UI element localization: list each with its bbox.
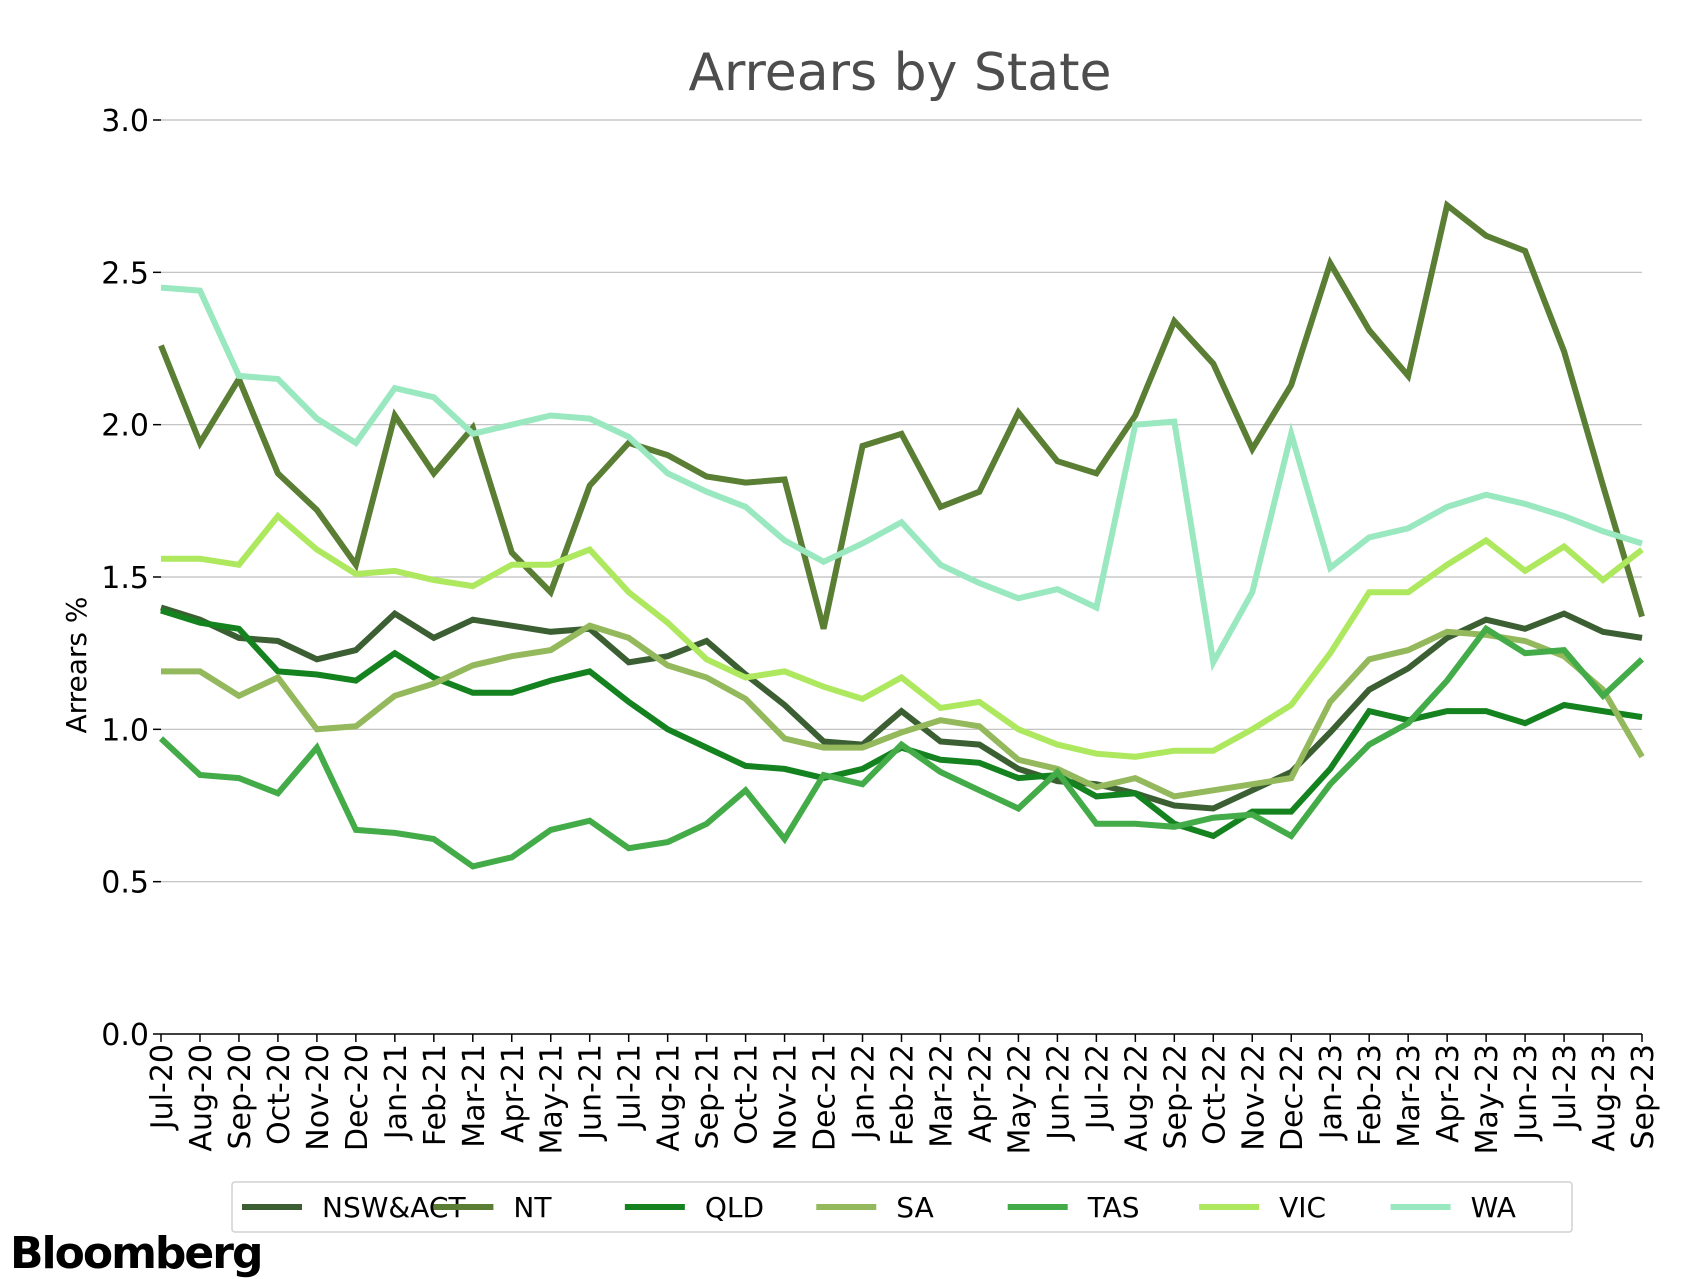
x-tick-label: Feb-22	[886, 1044, 921, 1146]
series-line-vic	[161, 511, 1644, 760]
x-tick-label: Dec-21	[808, 1044, 843, 1151]
x-tick-label: Mar-21	[457, 1044, 492, 1148]
legend-box	[231, 1181, 1573, 1233]
x-tick-label: Nov-20	[301, 1044, 336, 1151]
legend: NSW&ACT NT QLD SA TAS VIC WA	[231, 1181, 1573, 1233]
gridlines	[161, 119, 1642, 883]
x-tick-label: Dec-22	[1275, 1044, 1310, 1151]
legend-label: VIC	[1279, 1191, 1326, 1224]
x-tick-label: Oct-22	[1197, 1044, 1232, 1145]
x-tick-label: Apr-23	[1431, 1044, 1466, 1143]
x-tick-label: Jul-20	[145, 1044, 180, 1131]
legend-label: WA	[1471, 1191, 1516, 1224]
x-tick-label: Mar-23	[1392, 1044, 1427, 1148]
x-tick-label: Sep-20	[223, 1044, 258, 1150]
y-axis-label: Arrears %	[60, 596, 93, 733]
x-tick-label: Sep-23	[1626, 1044, 1661, 1150]
y-tick-label: 0.0	[101, 1018, 149, 1053]
x-tick-label: Aug-20	[184, 1044, 219, 1152]
x-tick-label: Sep-22	[1158, 1044, 1193, 1150]
y-tick-label: 3.0	[101, 104, 149, 139]
x-tick-label: Feb-23	[1353, 1044, 1388, 1146]
x-tick-label: Jul-23	[1548, 1044, 1583, 1131]
x-tick-label: Feb-21	[418, 1044, 453, 1146]
x-axis-ticks: Jul-20 Aug-20 Sep-20 Oct-20 Nov-20 Dec-20 Jan-…	[145, 1034, 1661, 1155]
x-tick-label: Jul-22	[1080, 1044, 1115, 1131]
x-tick-label: Aug-22	[1119, 1044, 1154, 1152]
x-tick-label: Sep-21	[691, 1044, 726, 1150]
y-tick-label: 0.5	[101, 866, 149, 901]
y-tick-label: 2.5	[101, 256, 149, 291]
x-tick-label: Jun-21	[574, 1044, 609, 1142]
x-tick-label: Apr-22	[963, 1044, 998, 1143]
y-tick-label: 1.0	[101, 713, 149, 748]
legend-label: SA	[896, 1191, 933, 1224]
bloomberg-logo: Bloomberg	[10, 1228, 263, 1279]
chart-title: Arrears by State	[688, 43, 1111, 103]
legend-label: QLD	[705, 1191, 764, 1224]
series-line-nsw-act	[160, 604, 1643, 812]
series-line-sa	[161, 622, 1645, 800]
x-tick-label: Aug-23	[1587, 1044, 1622, 1152]
x-tick-label: May-21	[535, 1044, 570, 1155]
legend-label: TAS	[1087, 1191, 1140, 1224]
x-tick-label: Jun-22	[1041, 1044, 1076, 1142]
x-tick-label: Oct-21	[730, 1044, 765, 1145]
x-tick-label: Mar-22	[924, 1044, 959, 1148]
x-tick-label: Dec-20	[340, 1044, 375, 1151]
x-tick-label: Oct-20	[262, 1044, 297, 1145]
series-line-tas	[158, 624, 1645, 870]
x-tick-label: May-23	[1470, 1044, 1505, 1155]
legend-label: NT	[513, 1191, 552, 1224]
x-tick-label: May-22	[1002, 1044, 1037, 1155]
x-tick-label: Jan-21	[379, 1044, 414, 1141]
x-tick-label: Nov-22	[1236, 1044, 1271, 1151]
x-tick-label: Jul-21	[613, 1044, 648, 1131]
x-tick-label: Jan-22	[847, 1044, 882, 1141]
x-tick-label: Jun-23	[1509, 1044, 1544, 1142]
y-tick-label: 1.5	[101, 561, 149, 596]
x-tick-label: Aug-21	[652, 1044, 687, 1152]
y-axis-ticks: 0.0 0.5 1.0 1.5 2.0 2.5 3.0	[101, 104, 161, 1053]
x-tick-label: Jan-23	[1314, 1044, 1349, 1141]
series-lines	[158, 200, 1645, 870]
x-tick-label: Apr-21	[496, 1044, 531, 1143]
y-tick-label: 2.0	[101, 409, 149, 444]
series-line-nt	[158, 200, 1645, 630]
series-line-wa	[160, 284, 1643, 672]
x-tick-label: Nov-21	[769, 1044, 804, 1151]
